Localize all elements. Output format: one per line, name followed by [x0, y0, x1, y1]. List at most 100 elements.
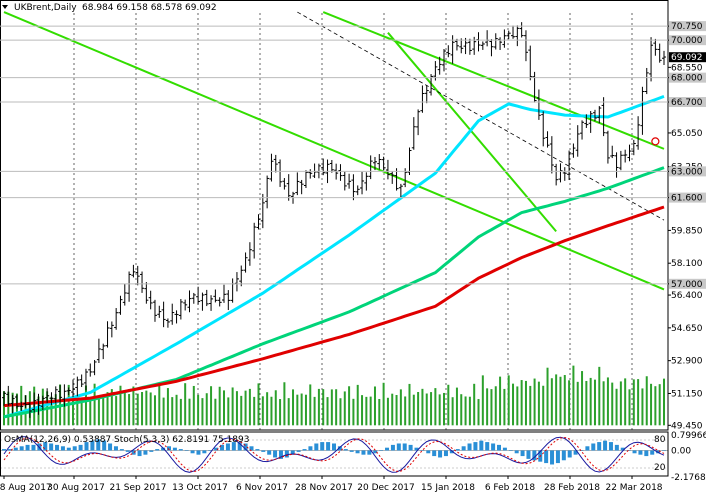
trendlines	[3, 11, 665, 291]
volume-bar	[546, 367, 549, 426]
osma-bar	[432, 450, 437, 457]
osma-bar	[302, 449, 307, 451]
osma-bar	[608, 442, 613, 451]
volume-bar	[361, 395, 364, 426]
volume-bar	[516, 386, 519, 426]
time-tick-label: 30 Aug 2017	[47, 483, 105, 493]
osma-bar	[544, 450, 549, 464]
volume-bar	[477, 399, 480, 426]
osma-bar	[231, 442, 236, 451]
osma-bar	[379, 450, 384, 451]
osma-bar	[467, 443, 472, 451]
osma-bar	[396, 443, 401, 451]
volume-bar	[339, 398, 342, 426]
osma-bar	[49, 443, 54, 451]
volume-bar	[210, 386, 213, 426]
time-tick-label: 21 Sep 2017	[109, 483, 166, 493]
volume-bar	[326, 397, 329, 426]
volume-bar	[490, 389, 493, 426]
price-tick-label: 63.000	[671, 167, 703, 177]
osma-bar	[90, 440, 95, 451]
volume-bar	[619, 381, 622, 426]
volume-bar	[529, 385, 532, 426]
volume-bar	[283, 382, 286, 426]
volume-bar	[50, 396, 53, 426]
volume-bar	[430, 392, 433, 426]
volume-bar	[563, 375, 566, 426]
volume-bar	[611, 382, 614, 426]
volume-bar	[97, 395, 100, 426]
osma-bar	[579, 450, 584, 451]
volume-bar	[244, 390, 247, 426]
trendline	[322, 11, 665, 150]
osma-bar	[7, 449, 12, 451]
volume-bar	[287, 398, 290, 426]
osma-bar	[2, 449, 6, 451]
current-price-box	[669, 52, 706, 63]
osma-bar	[632, 450, 637, 454]
price-tick-label: 61.600	[671, 194, 703, 204]
osma-bar	[320, 442, 325, 451]
osma-bar	[614, 444, 619, 451]
volume-bar	[84, 385, 87, 426]
price-tick-label: 59.850	[671, 226, 703, 236]
osma-bar	[296, 450, 301, 452]
volume-bar	[261, 396, 264, 426]
volume-bar	[197, 394, 200, 426]
volume-bar	[330, 389, 333, 426]
osma-bar	[361, 450, 366, 455]
volume-bar	[317, 388, 320, 426]
volume-bar	[663, 378, 665, 426]
osma-bar	[332, 443, 336, 451]
osma-bar	[208, 450, 213, 451]
osma-bar	[514, 450, 519, 454]
osma-level-label: 0.79966	[671, 431, 706, 441]
price-tick-label: 68.550	[671, 63, 703, 73]
osma-bar	[137, 450, 142, 457]
volume-bar	[464, 396, 467, 426]
volume-bar	[356, 384, 359, 426]
level-label-box	[669, 72, 706, 83]
stoch-level-label: 80	[654, 435, 666, 445]
osma-bar	[172, 447, 177, 451]
volume-bar	[632, 379, 635, 426]
osma-bar	[43, 442, 48, 451]
osma-bar	[644, 450, 649, 457]
ohlc-values: 68.984 69.158 68.578 69.092	[82, 3, 217, 13]
volume-bar	[533, 378, 536, 426]
volume-bar	[201, 398, 204, 426]
osma-bar	[567, 450, 572, 458]
osma-bar	[273, 450, 278, 458]
time-tick-label: 28 Nov 2017	[295, 483, 353, 493]
volume-bar	[218, 386, 221, 426]
osma-bar	[561, 450, 566, 461]
current-price-label: 69.092	[671, 53, 703, 63]
volume-bar	[300, 393, 303, 426]
osma-bar	[308, 446, 313, 451]
volume-bar	[451, 397, 454, 426]
osma-bar	[349, 450, 354, 452]
osma-bar	[314, 443, 319, 451]
volume-bar	[382, 382, 385, 426]
osma-bar	[220, 444, 225, 451]
osma-bar	[113, 446, 118, 451]
volume-bar	[179, 398, 182, 426]
volume-bar	[486, 388, 489, 426]
osma-bar	[555, 450, 560, 464]
osma-bar	[96, 439, 101, 451]
volume-bar	[270, 396, 273, 426]
volume-bar	[304, 394, 307, 426]
osma-bar	[66, 447, 71, 451]
volume-bar	[417, 392, 420, 426]
volume-bar	[72, 397, 75, 426]
osma-bar	[473, 442, 478, 451]
volume-bar	[559, 376, 562, 426]
osma-bar	[184, 450, 189, 451]
volume-bar	[386, 397, 389, 426]
osma-bar	[449, 450, 454, 454]
osma-bar	[408, 444, 413, 451]
osma-bar	[497, 444, 501, 451]
osma-bar	[443, 450, 448, 457]
volume-bar	[205, 393, 208, 426]
oscillator-panel	[0, 436, 668, 473]
